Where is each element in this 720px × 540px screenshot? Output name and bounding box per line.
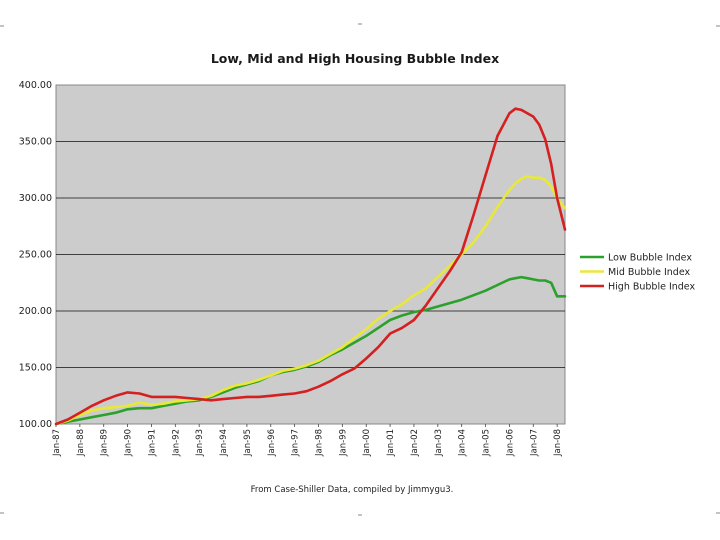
y-tick-label: 350.00 <box>19 137 52 148</box>
x-tick-label: Jan-01 <box>386 429 396 457</box>
x-tick-label: Jan-90 <box>124 429 134 457</box>
x-tick-label: Jan-88 <box>76 429 86 457</box>
series-line-low-bubble-index <box>54 275 567 426</box>
x-tick-label: Jan-94 <box>219 429 229 457</box>
y-tick-label: 200.00 <box>19 306 52 317</box>
y-tick-label: 150.00 <box>19 363 52 374</box>
gridlines <box>56 141 565 368</box>
x-tick-label: Jan-03 <box>434 429 444 457</box>
x-tick-label: Jan-91 <box>147 429 157 457</box>
corner-marks <box>0 23 720 516</box>
chart-title: Low, Mid and High Housing Bubble Index <box>211 51 499 66</box>
series-lines <box>54 107 567 426</box>
x-tick-label: Jan-98 <box>314 429 324 457</box>
series-line-mid-bubble-index <box>54 175 567 426</box>
legend-label: Low Bubble Index <box>608 253 692 264</box>
x-tick-label: Jan-99 <box>338 429 348 457</box>
x-tick-label: Jan-89 <box>100 429 110 457</box>
x-tick-label: Jan-97 <box>291 429 301 457</box>
x-tick-label: Jan-06 <box>505 429 515 457</box>
series-line-high-bubble-index <box>54 107 567 426</box>
y-tick-label: 250.00 <box>19 250 52 261</box>
y-tick-label: 100.00 <box>19 419 52 430</box>
y-tick-label: 300.00 <box>19 193 52 204</box>
legend: Low Bubble Index Mid Bubble Index High Bub… <box>580 253 695 293</box>
y-tick-label: 400.00 <box>19 80 52 91</box>
y-axis-ticks: 100.00 150.00 200.00 250.00 300.00 350.00 400.… <box>19 80 52 430</box>
x-tick-label: Jan-93 <box>195 429 205 457</box>
x-tick-label: Jan-92 <box>171 429 181 457</box>
x-tick-label: Jan-95 <box>243 429 253 457</box>
x-tick-label: Jan-08 <box>553 429 563 457</box>
x-tick-label: Jan-07 <box>529 429 539 457</box>
legend-label: High Bubble Index <box>608 282 695 293</box>
x-tick-label: Jan-02 <box>410 429 420 457</box>
x-tick-label: Jan-04 <box>458 429 468 457</box>
x-tick-label: Jan-00 <box>362 429 372 457</box>
legend-label: Mid Bubble Index <box>608 267 691 278</box>
chart-footnote: From Case-Shiller Data, compiled by Jimm… <box>251 485 454 495</box>
x-tick-label: Jan-87 <box>52 429 62 457</box>
x-axis-ticks: Jan-87 Jan-88 Jan-89 Jan-90 Jan-91 Jan-92 Jan-… <box>52 424 563 457</box>
x-tick-label: Jan-96 <box>267 429 277 457</box>
x-tick-label: Jan-05 <box>482 429 492 457</box>
